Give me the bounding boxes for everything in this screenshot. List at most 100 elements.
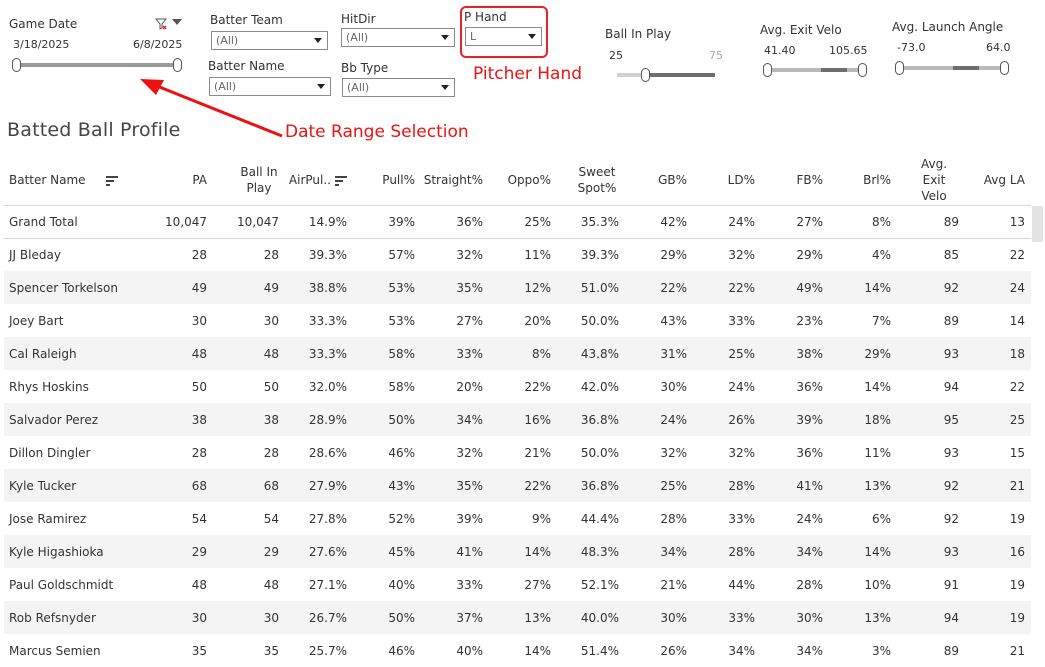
column-header[interactable]: Avg. Exit Velo	[897, 156, 965, 206]
table-cell: 25%	[625, 469, 693, 502]
bb-type-label: Bb Type	[341, 61, 389, 75]
column-header-label: AirPul..	[288, 173, 331, 188]
table-row[interactable]: Joey Bart 30 30 33.3% 53% 27% 20% 50.0% 43% 33% 23…	[4, 304, 1031, 337]
table-row[interactable]: Dillon Dingler 28 28 28.6% 46% 32% 21% 50.0% 32%…	[4, 436, 1031, 469]
table-cell: 89	[943, 313, 959, 328]
table-cell: 9%	[531, 511, 551, 526]
column-header[interactable]: Sweet Spot%	[557, 156, 625, 206]
sort-icon[interactable]	[105, 175, 118, 186]
table-cell: 48	[138, 337, 213, 370]
game-date-end-handle[interactable]	[173, 58, 182, 72]
table-row[interactable]: Paul Goldschmidt 48 48 27.1% 40% 33% 27% 52.1% 2…	[4, 568, 1031, 601]
batter-name-dropdown[interactable]: (All)	[209, 77, 331, 96]
batted-ball-table: Batter Name PA Ball In Play AirPul.. Pul…	[4, 156, 1031, 667]
launch-angle-max-handle[interactable]	[1000, 61, 1009, 75]
table-cell: 89	[897, 205, 965, 239]
table-cell: 50.0%	[580, 313, 619, 328]
table-cell: 41%	[421, 535, 489, 568]
table-row[interactable]: Kyle Higashioka 29 29 27.6% 45% 41% 14% 48.3% 34…	[4, 535, 1031, 568]
table-cell: 57%	[388, 247, 415, 262]
table-cell: 35%	[421, 271, 489, 304]
table-cell: 20%	[524, 313, 551, 328]
table-cell: 43.8%	[557, 337, 625, 370]
table-cell: 68	[138, 469, 213, 502]
chevron-down-icon	[314, 38, 322, 43]
exit-velo-label: Avg. Exit Velo	[760, 23, 842, 37]
column-header[interactable]: AirPul..	[285, 156, 353, 206]
clear-filter-icon[interactable]	[154, 15, 168, 30]
table-cell: 30%	[660, 379, 687, 394]
table-cell: 24	[965, 271, 1031, 304]
bb-type-dropdown[interactable]: (All)	[342, 78, 455, 97]
column-header[interactable]: Avg LA	[965, 156, 1031, 206]
table-row[interactable]: Jose Ramirez 54 54 27.8% 52% 39% 9% 44.4% 28% 33%…	[4, 502, 1031, 535]
column-header-label: LD%	[727, 173, 755, 188]
grand-total-row[interactable]: Grand Total 10,047 10,047 14.9% 39% 36% 25% 35.…	[4, 205, 1031, 239]
column-header[interactable]: PA	[138, 156, 213, 206]
batter-team-dropdown[interactable]: (All)	[211, 31, 328, 50]
table-scrollbar[interactable]	[1032, 206, 1043, 242]
filter-menu-icon[interactable]	[172, 19, 182, 25]
table-cell: 95	[897, 403, 965, 436]
sort-icon[interactable]	[335, 175, 347, 186]
table-cell: 48	[191, 577, 207, 592]
table-cell: 21%	[660, 577, 687, 592]
table-cell: 35.3%	[557, 205, 625, 239]
table-cell: 48.3%	[557, 535, 625, 568]
table-cell: 34%	[625, 535, 693, 568]
column-header[interactable]: Straight%	[421, 156, 489, 206]
table-cell: 58%	[353, 337, 421, 370]
game-date-start-handle[interactable]	[12, 58, 21, 72]
game-date-slider-track[interactable]	[16, 63, 180, 67]
table-row[interactable]: Rhys Hoskins 50 50 32.0% 58% 20% 22% 42.0% 30% 24…	[4, 370, 1031, 403]
table-cell: 26%	[693, 403, 761, 436]
table-cell: 49	[213, 271, 285, 304]
table-row[interactable]: Marcus Semien 35 35 25.7% 46% 40% 14% 51.4% 26% 3…	[4, 634, 1031, 667]
exit-velo-min-handle[interactable]	[763, 63, 772, 77]
exit-velo-max-handle[interactable]	[858, 63, 867, 77]
column-header[interactable]: LD%	[693, 156, 761, 206]
table-cell: 11%	[524, 247, 551, 262]
column-header[interactable]: Pull%	[353, 156, 421, 206]
table-cell: 33%	[421, 337, 489, 370]
table-row[interactable]: Spencer Torkelson 49 49 38.8% 53% 35% 12% 51.0%…	[4, 271, 1031, 304]
column-header-label: Pull%	[382, 173, 415, 188]
table-row[interactable]: JJ Bleday 28 28 39.3% 57% 32% 11% 39.3% 29% 32% 29…	[4, 238, 1031, 271]
p-hand-dropdown[interactable]: L	[465, 27, 542, 46]
table-cell: 91	[943, 577, 959, 592]
table-cell: 13	[965, 205, 1031, 239]
column-header-label: Straight%	[423, 173, 483, 188]
ball-in-play-fill	[646, 73, 715, 77]
table-row[interactable]: Salvador Perez 38 38 28.9% 50% 34% 16% 36.8% 24%…	[4, 403, 1031, 436]
launch-angle-label: Avg. Launch Angle	[892, 20, 1004, 34]
column-header[interactable]: Brl%	[829, 156, 897, 206]
batter-name-cell: Paul Goldschmidt	[9, 577, 114, 592]
table-cell: 28%	[660, 511, 687, 526]
hitdir-dropdown[interactable]: (All)	[341, 28, 455, 47]
column-header-label: Brl%	[863, 173, 891, 188]
column-header[interactable]: GB%	[625, 156, 693, 206]
column-header[interactable]: Ball In Play	[213, 156, 285, 206]
table-cell: 14%	[829, 271, 897, 304]
table-row[interactable]: Rob Refsnyder 30 30 26.7% 50% 37% 13% 40.0% 30% 3…	[4, 601, 1031, 634]
batter-name-cell: Cal Raleigh	[4, 337, 138, 370]
table-cell: 46%	[388, 445, 415, 460]
table-row[interactable]: Cal Raleigh 48 48 33.3% 58% 33% 8% 43.8% 31% 25% 3…	[4, 337, 1031, 370]
table-cell: 92	[897, 469, 965, 502]
exit-velo-track[interactable]	[768, 68, 864, 72]
table-cell: 32.0%	[308, 379, 347, 394]
table-cell: 27%	[456, 313, 483, 328]
table-cell: 33%	[693, 601, 761, 634]
table-cell: 3%	[871, 643, 891, 658]
batter-name-value: (All)	[214, 80, 237, 93]
ball-in-play-handle[interactable]	[641, 68, 650, 82]
table-row[interactable]: Kyle Tucker 68 68 27.9% 43% 35% 22% 36.8% 25% 28%…	[4, 469, 1031, 502]
column-header[interactable]: Batter Name	[4, 156, 138, 206]
table-cell: 36%	[796, 445, 823, 460]
launch-angle-min-handle[interactable]	[895, 61, 904, 75]
table-cell: 14%	[864, 379, 891, 394]
column-header[interactable]: FB%	[761, 156, 829, 206]
table-cell: 27.6%	[285, 535, 353, 568]
table-cell: 38.8%	[285, 271, 353, 304]
column-header[interactable]: Oppo%	[489, 156, 557, 206]
